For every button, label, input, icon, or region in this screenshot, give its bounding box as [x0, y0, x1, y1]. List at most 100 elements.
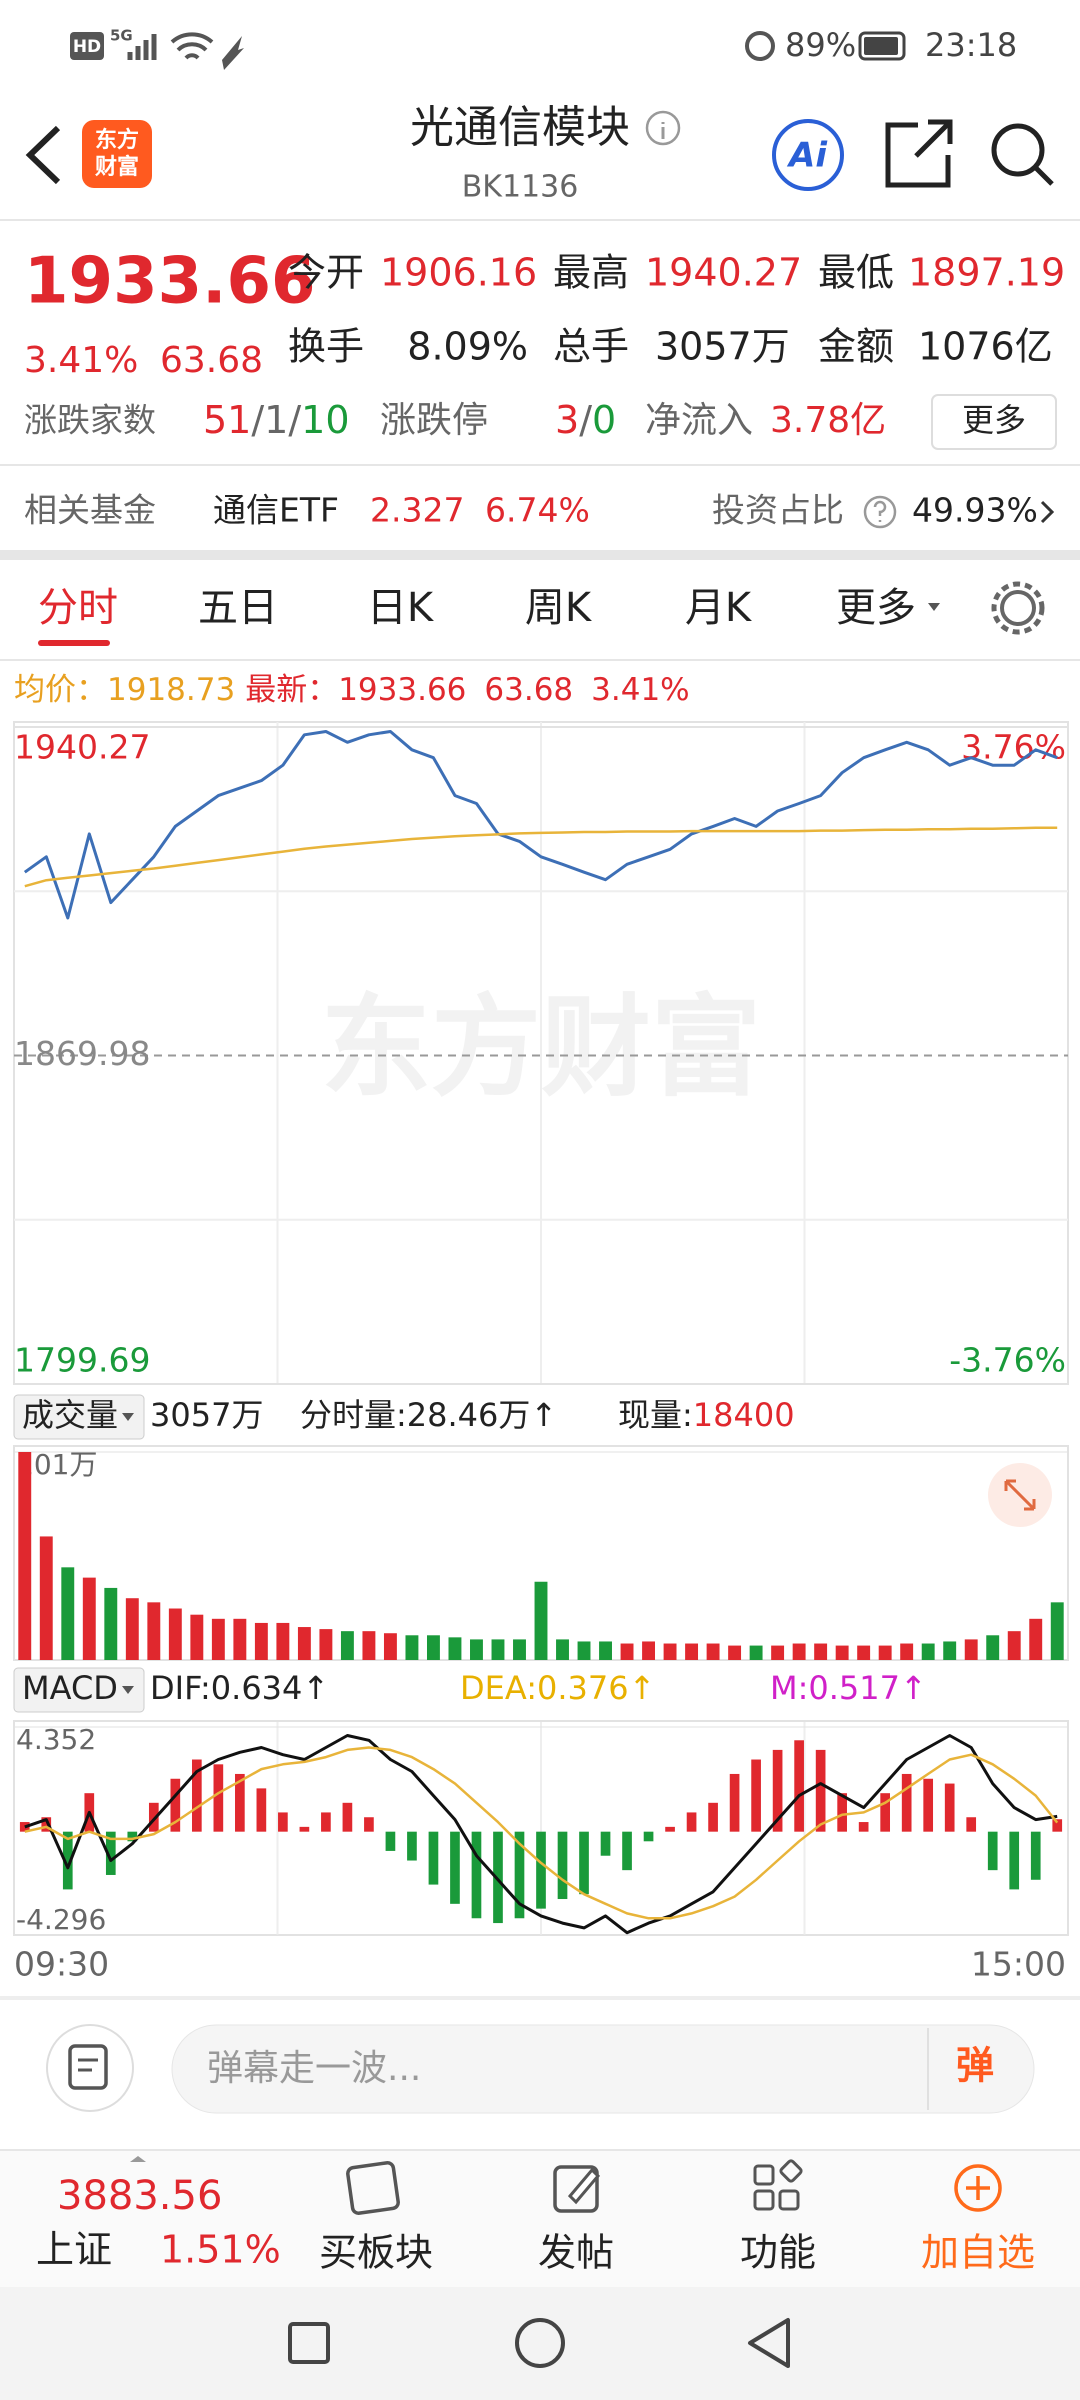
- tab[interactable]: 周K: [525, 585, 593, 631]
- volume-bar: [39, 1536, 53, 1660]
- volume-bar: [448, 1637, 462, 1660]
- volume-bar: [792, 1643, 806, 1660]
- tab[interactable]: 五日: [198, 585, 278, 631]
- y-tick-label: -4.296: [16, 1903, 106, 1936]
- macd-bar: [1009, 1831, 1020, 1890]
- tab-bar: 分时 五日 日K 周K 月K 更多: [0, 581, 1080, 661]
- limit-up: 3: [555, 398, 579, 442]
- alarm-icon: [745, 31, 775, 61]
- breadth-value: 51/1/10: [203, 398, 350, 442]
- avg-value: 1918.73: [107, 672, 235, 708]
- volume-bar: [426, 1635, 440, 1660]
- recents-button[interactable]: [288, 2322, 330, 2364]
- back-system-button[interactable]: [748, 2318, 790, 2368]
- macd-bar: [944, 1783, 955, 1832]
- volume-bar: [878, 1645, 892, 1660]
- macd-bar: [987, 1831, 998, 1871]
- tab[interactable]: 日K: [367, 585, 435, 631]
- field-value: 1940.27: [645, 251, 802, 295]
- macd-bar: [880, 1793, 891, 1832]
- nav-item[interactable]: 买板块: [319, 2231, 433, 2275]
- macd-bar: [428, 1831, 439, 1885]
- comment-bar: 弹幕走一波... 弹: [46, 2024, 1035, 2114]
- dif-value: DIF:0.634↑: [150, 1669, 329, 1707]
- indicator-selector[interactable]: [13, 1394, 145, 1440]
- macd-bar: [278, 1812, 288, 1832]
- nav-background: [0, 2150, 1080, 2287]
- battery-icon: [858, 31, 906, 61]
- macd-bar: [364, 1817, 374, 1832]
- volume-bar: [362, 1631, 376, 1660]
- volume-bar: [254, 1622, 268, 1660]
- more-button[interactable]: [931, 394, 1057, 450]
- logo-text: 财富: [95, 154, 139, 180]
- nav-item[interactable]: 发帖: [538, 2231, 614, 2275]
- signal-icon: [127, 34, 157, 60]
- settings-button[interactable]: [1000, 590, 1036, 626]
- macd-bar: [901, 1773, 912, 1832]
- ai-button[interactable]: [772, 119, 844, 191]
- back-button[interactable]: [25, 125, 61, 185]
- bottom-nav: 3883.56 上证 1.51% 买板块 发帖 功能 加自选: [0, 2149, 1080, 2287]
- volume-bar: [147, 1602, 161, 1660]
- macd-bar: [299, 1826, 310, 1832]
- field-value: 8.09%: [407, 325, 528, 369]
- macd-bar: [686, 1812, 697, 1832]
- macd-bar: [815, 1749, 826, 1832]
- tab[interactable]: 更多: [836, 585, 916, 631]
- volume-bar: [620, 1643, 634, 1660]
- home-button[interactable]: [515, 2318, 565, 2368]
- volume-bar: [168, 1608, 182, 1660]
- tab-active[interactable]: 分时: [38, 585, 118, 631]
- battery-level: [864, 37, 898, 55]
- volume-bar: [233, 1618, 247, 1660]
- help-icon[interactable]: [863, 495, 897, 529]
- volume-chart: 101万: [14, 1448, 1068, 1660]
- macd-header: MACD DIF:0.634↑ DEA:0.376↑ M:0.517↑: [13, 1667, 927, 1713]
- dea-value: DEA:0.376↑: [460, 1669, 655, 1707]
- macd-bar: [708, 1802, 718, 1832]
- fund-name: 通信ETF: [213, 491, 339, 530]
- current-label: 现量:: [618, 1396, 693, 1434]
- note-button[interactable]: [46, 2024, 134, 2112]
- volume-bar: [104, 1587, 118, 1660]
- volume-bar: [470, 1639, 483, 1660]
- quote-panel: 1933.66 3.41% 63.68 今开 1906.16 最高 1940.2…: [0, 245, 1080, 466]
- share-button[interactable]: [885, 119, 953, 188]
- header: 东方 财富 光通信模块 BK1136 Ai: [0, 102, 1080, 221]
- fund-change: 6.74%: [485, 491, 590, 530]
- search-handle: [1034, 166, 1054, 186]
- y-tick-label: 1799.69: [14, 1341, 150, 1380]
- macd-bar: [235, 1773, 245, 1832]
- buy-board-icon: [346, 2161, 400, 2215]
- price-info: 均价：1918.73 最新：1933.66 63.68 3.41%: [14, 672, 690, 708]
- tab[interactable]: 月K: [685, 585, 753, 631]
- hd-badge: [70, 32, 104, 60]
- field-label: 最高: [553, 251, 629, 295]
- flat-count: 1: [264, 398, 288, 442]
- chevron: [1040, 500, 1055, 524]
- separator: /: [288, 398, 301, 442]
- clock: 23:18: [925, 26, 1017, 64]
- fund-row[interactable]: 相关基金 通信ETF 2.327 6.74% 投资占比 49.93%: [0, 491, 1080, 560]
- macd-bar: [557, 1831, 568, 1900]
- danmaku-button[interactable]: 弹: [956, 2044, 994, 2088]
- comment-input[interactable]: [171, 2024, 1035, 2114]
- field-label: 换手: [288, 325, 364, 369]
- nav-item[interactable]: 加自选: [921, 2231, 1035, 2275]
- separator: /: [579, 398, 592, 442]
- info-icon[interactable]: [645, 110, 681, 146]
- nav-item[interactable]: 功能: [740, 2231, 816, 2275]
- wifi-icon: [170, 32, 214, 60]
- add-plus: [966, 2176, 990, 2200]
- board-code: BK1136: [462, 170, 579, 205]
- m-value: M:0.517↑: [770, 1669, 927, 1707]
- search-button[interactable]: [991, 123, 1045, 177]
- macd-bar: [665, 1826, 675, 1832]
- volume-bar: [685, 1643, 699, 1660]
- volume-bar: [857, 1645, 871, 1660]
- volume-bar: [986, 1635, 1000, 1660]
- time-start: 09:30: [14, 1945, 109, 1984]
- index-value[interactable]: 3883.56: [57, 2173, 222, 2219]
- indicator-selector[interactable]: [13, 1667, 145, 1713]
